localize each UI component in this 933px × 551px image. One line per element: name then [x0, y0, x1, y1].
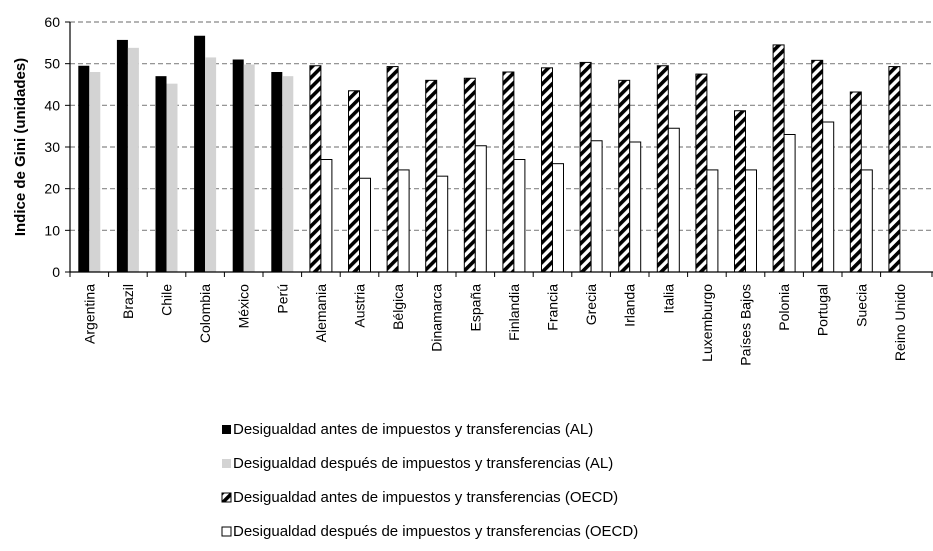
x-tick-label: Chile	[159, 284, 175, 316]
bar	[282, 76, 294, 273]
x-tick-label: Luxemburgo	[699, 284, 715, 362]
bar	[166, 83, 178, 273]
x-tick-label: Portugal	[815, 284, 831, 336]
legend-swatch	[222, 459, 231, 468]
legend-label: Desigualdad después de impuestos y trans…	[233, 523, 638, 540]
bar	[271, 72, 283, 272]
bar	[667, 127, 680, 273]
x-tick-label: Países Bajos	[738, 284, 754, 366]
y-tick-labels: 0 10 20 30 40 50 60	[44, 14, 60, 280]
bar	[772, 44, 785, 273]
bar	[811, 59, 824, 273]
bar	[849, 91, 862, 273]
bar	[89, 72, 101, 272]
bar	[783, 134, 796, 273]
bar	[348, 90, 360, 273]
x-tick-labels: Argentina Brazil Chile Colombia México Perú Al…	[81, 284, 908, 366]
x-tick-label: Perú	[274, 284, 290, 314]
bar	[618, 79, 631, 273]
x-tick-label: Francia	[545, 284, 561, 331]
bar	[243, 64, 255, 272]
x-tick-label: Suecia	[853, 284, 869, 327]
bar	[513, 159, 526, 273]
bar	[695, 73, 708, 273]
bar	[629, 141, 642, 273]
y-tick-label: 30	[44, 139, 60, 155]
x-tick-label: España	[467, 284, 483, 332]
bar	[502, 71, 515, 273]
bar	[474, 145, 487, 273]
y-tick-label: 0	[52, 264, 60, 280]
bar	[359, 177, 371, 273]
x-tick-label: Brazil	[120, 284, 136, 319]
bar	[552, 163, 564, 273]
x-tick-label: Grecia	[583, 284, 599, 325]
y-axis-label: Indice de Gini (unidades)	[12, 58, 29, 236]
bar	[127, 47, 139, 273]
bar	[436, 175, 449, 273]
legend-label: Desigualdad después de impuestos y trans…	[233, 455, 613, 472]
bars	[78, 35, 901, 273]
bar	[888, 66, 901, 273]
bar	[155, 76, 167, 273]
bar	[822, 121, 835, 273]
x-tick-label: Dinamarca	[429, 284, 445, 352]
bar	[309, 65, 322, 273]
legend-swatch	[222, 425, 231, 434]
x-tick-label: Colombia	[197, 284, 213, 343]
bar	[706, 169, 719, 273]
x-tick-label: Reino Unido	[892, 284, 908, 361]
y-tick-label: 50	[44, 56, 60, 72]
x-tick-label: Polonia	[776, 284, 792, 331]
bar	[590, 140, 603, 273]
bar	[579, 61, 592, 273]
bar	[397, 169, 410, 273]
bar	[232, 59, 244, 272]
y-tick-label: 60	[44, 14, 60, 30]
legend-swatch	[221, 492, 232, 503]
y-tick-label: 10	[44, 222, 60, 238]
bar	[320, 159, 333, 273]
x-tick-label: Austria	[352, 284, 368, 328]
x-tick-label: Finlandia	[506, 284, 522, 341]
y-tick-label: 20	[44, 181, 60, 197]
x-tick-label: Bélgica	[390, 284, 406, 330]
x-tick-label: Irlanda	[622, 284, 638, 327]
x-tick-label: Alemania	[313, 284, 329, 343]
x-tick-label: Argentina	[81, 284, 97, 344]
x-tick-label: México	[236, 284, 252, 329]
bar	[541, 67, 553, 273]
bar	[656, 65, 669, 273]
x-tick-label: Italia	[660, 284, 676, 314]
bar	[386, 66, 399, 273]
legend-label: Desigualdad antes de impuestos y transfe…	[233, 489, 618, 506]
legend-swatch	[221, 526, 232, 537]
axes	[65, 21, 933, 277]
bar	[745, 169, 757, 273]
legend-label: Desigualdad antes de impuestos y transfe…	[233, 421, 593, 438]
bar	[734, 110, 746, 273]
bar	[194, 35, 206, 272]
bar	[860, 169, 873, 273]
bar	[116, 39, 128, 272]
bar	[78, 65, 90, 272]
y-tick-label: 40	[44, 97, 60, 113]
bar	[205, 57, 217, 272]
bar	[425, 79, 438, 273]
legend: Desigualdad antes de impuestos y transfe…	[221, 421, 638, 540]
bar	[463, 77, 476, 273]
